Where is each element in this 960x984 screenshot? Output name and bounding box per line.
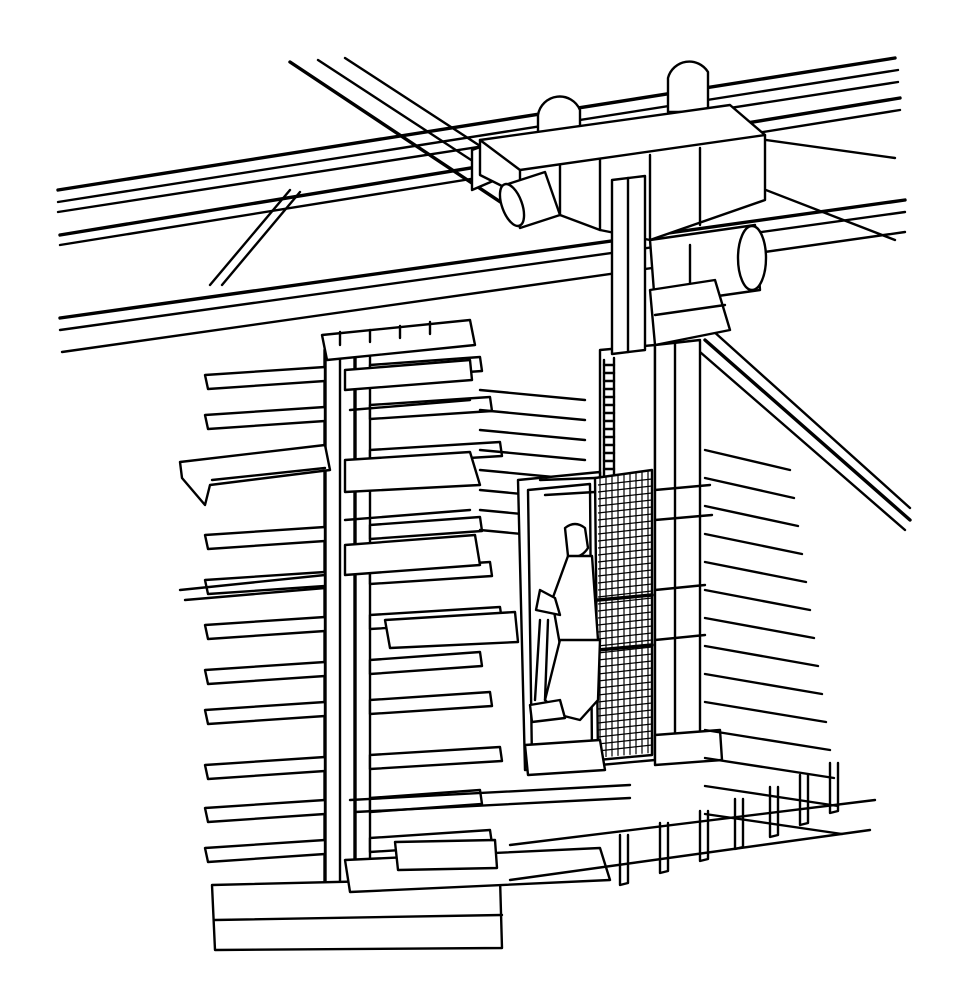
mesh-horizontal: [597, 660, 653, 668]
siding-line: [478, 408, 587, 422]
mesh-horizontal: [597, 590, 653, 598]
mesh-horizontal: [597, 520, 653, 528]
siding-line: [703, 476, 796, 500]
rack-arm-right: [368, 650, 484, 676]
mesh-horizontal: [597, 667, 653, 675]
siding-line: [703, 532, 804, 556]
floor-posts: [508, 761, 877, 887]
floor-post: [698, 809, 710, 863]
floor-post: [798, 773, 810, 827]
operator-feet: [528, 698, 567, 724]
siding-line: [478, 428, 587, 442]
operator-arm: [534, 588, 562, 617]
trolley-wheel-right: [666, 60, 710, 114]
rack-arm-left: [203, 700, 327, 726]
floor-line: [508, 798, 877, 847]
mesh-horizontal: [597, 702, 653, 710]
siding-line: [703, 644, 820, 668]
mesh-horizontal: [597, 695, 653, 703]
siding-line: [703, 756, 836, 780]
mesh-horizontal: [597, 674, 653, 682]
operator-head: [563, 522, 590, 559]
mesh-horizontal: [597, 611, 653, 619]
siding-line: [703, 448, 792, 472]
siding-line: [703, 812, 844, 836]
mesh-horizontal: [597, 618, 653, 626]
siding-line: [703, 784, 840, 808]
mesh-horizontal: [597, 534, 653, 542]
mesh-horizontal: [597, 527, 653, 535]
mesh-horizontal: [597, 555, 653, 563]
floor-post: [658, 821, 670, 875]
siding-line: [478, 448, 587, 462]
mesh-horizontal: [597, 597, 653, 605]
rack-arm-left: [203, 838, 327, 864]
mesh-horizontal: [597, 492, 653, 500]
rack-arm: [203, 650, 484, 686]
mesh-horizontal: [597, 744, 653, 752]
mesh-horizontal: [597, 513, 653, 521]
mesh-horizontal: [597, 506, 653, 514]
mesh-horizontal: [597, 681, 653, 689]
mesh-horizontal: [597, 723, 653, 731]
floor-supports: [210, 761, 877, 952]
rack-arm-right: [368, 745, 504, 771]
operator: [528, 522, 602, 724]
runway-beams: [56, 56, 912, 532]
siding-line: [703, 616, 816, 640]
mesh-horizontal: [597, 632, 653, 640]
rack-arm: [203, 395, 494, 431]
siding-line: [478, 388, 587, 402]
mesh-horizontal: [597, 478, 653, 486]
mesh-horizontal: [597, 485, 653, 493]
mesh-horizontal: [597, 737, 653, 745]
rack-arm-right: [368, 690, 494, 716]
rack-arm-left: [203, 660, 327, 686]
mesh-horizontal: [597, 583, 653, 591]
mesh-horizontal: [597, 548, 653, 556]
mesh-horizontal: [597, 730, 653, 738]
rack-arm-left: [203, 405, 327, 431]
rack-arm-left: [203, 755, 327, 781]
siding-line: [703, 672, 824, 696]
mesh-horizontal: [597, 499, 653, 507]
mesh-horizontal: [597, 688, 653, 696]
drive-motor: [648, 223, 768, 347]
mesh-horizontal: [597, 639, 653, 647]
rack-arm-left: [203, 525, 327, 551]
mesh-horizontal: [597, 541, 653, 549]
mesh-horizontal: [597, 653, 653, 661]
siding-line: [703, 728, 832, 752]
floor-post: [618, 833, 630, 887]
siding-line: [703, 504, 800, 528]
siding-line: [703, 588, 812, 612]
rack-arm-left: [203, 615, 327, 641]
rack-arm-left: [203, 365, 327, 391]
siding-line: [703, 560, 808, 584]
mesh-horizontal: [597, 709, 653, 717]
mesh-horizontal: [597, 625, 653, 633]
cab-mesh-panel: [597, 470, 653, 758]
siding-line: [703, 700, 828, 724]
mesh-horizontal: [597, 604, 653, 612]
rack-arm: [203, 690, 494, 726]
mesh-horizontal: [597, 569, 653, 577]
mesh-horizontal: [597, 562, 653, 570]
floor-line: [508, 828, 872, 882]
floor-post: [828, 761, 840, 815]
rack-arm-left: [203, 798, 327, 824]
rack-arm: [203, 515, 484, 551]
bar-stock: [178, 358, 520, 650]
mesh-horizontal: [597, 716, 653, 724]
mesh-horizontal: [597, 646, 653, 654]
mesh-horizontal: [597, 576, 653, 584]
rack-arm: [203, 745, 504, 781]
floor-post: [733, 797, 745, 851]
